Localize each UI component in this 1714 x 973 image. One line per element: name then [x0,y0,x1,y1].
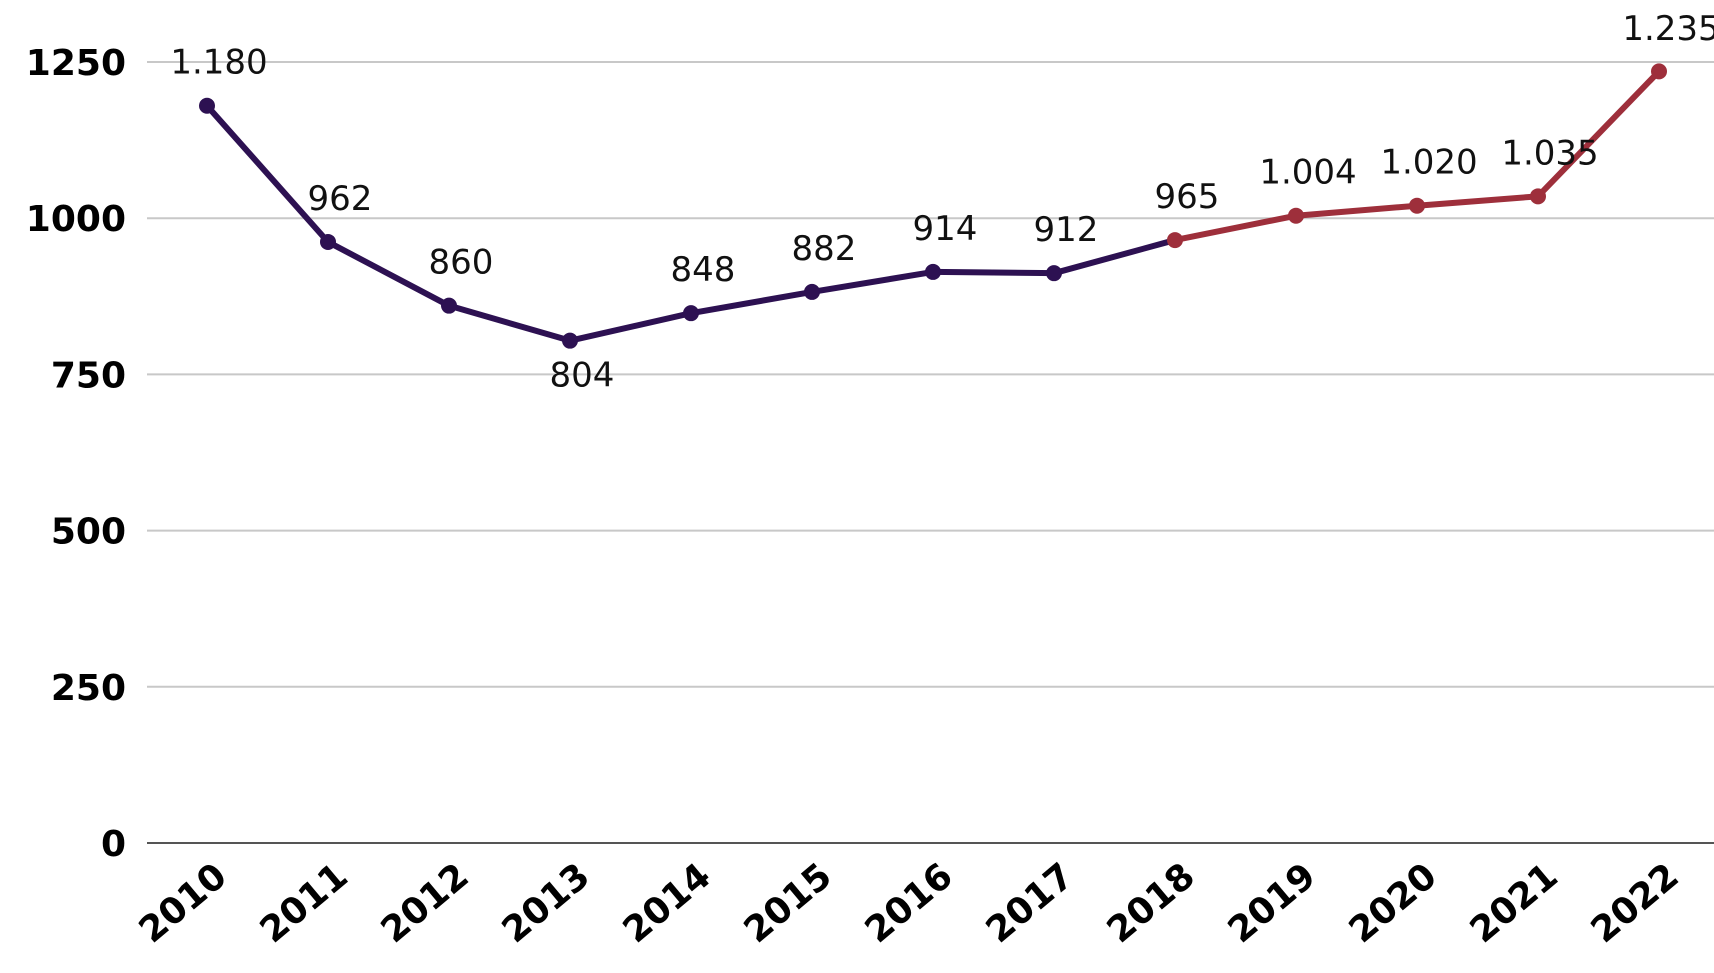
line-segment [325,238,452,309]
data-label: 1.035 [1501,133,1598,173]
data-label: 848 [671,250,736,290]
data-point [1409,197,1425,214]
x-tick-label: 2020 [1342,855,1445,951]
line-segment [809,268,936,295]
data-point [320,233,336,250]
y-tick-label: 250 [51,668,126,709]
data-point [1167,232,1183,249]
data-point [1530,188,1546,205]
data-label: 965 [1155,177,1220,217]
line-segment [1535,68,1662,200]
line-segment [688,288,815,317]
line-segment [1293,202,1420,219]
y-tick-label: 1000 [26,199,126,240]
data-point [683,305,699,322]
y-tick-label: 500 [51,512,126,553]
x-tick-label: 2014 [616,855,719,951]
line-segment [1172,212,1299,244]
line-segment [1051,237,1178,277]
x-tick-label: 2021 [1463,855,1566,951]
line-segment [446,302,573,344]
series-points [199,63,1667,349]
data-label: 882 [792,229,857,269]
line-segment [1414,193,1541,209]
data-point [1288,207,1304,224]
data-point [199,97,215,114]
x-tick-label: 2018 [1100,855,1203,951]
line-segment [204,102,331,245]
x-tick-label: 2019 [1221,855,1324,951]
data-label: 962 [308,179,373,219]
x-tick-label: 2013 [495,855,598,951]
x-tick-label: 2017 [979,855,1082,951]
data-point [562,332,578,349]
x-tick-label: 2012 [374,855,477,951]
y-tick-label: 1250 [26,43,126,84]
data-label: 1.235 [1622,9,1714,49]
line-segment [567,310,694,344]
data-label: 1.180 [170,43,267,83]
data-label: 912 [1034,210,1099,250]
x-tick-label: 2022 [1584,855,1687,951]
data-point [1046,265,1062,282]
data-point [441,297,457,314]
gridlines [147,61,1714,844]
data-point [925,263,941,280]
y-tick-label: 0 [101,824,126,865]
data-label: 1.004 [1259,153,1356,193]
x-axis-ticks: 2010 2011 2012 2013 2014 2015 2016 2017 2018 2019… [132,855,1687,951]
data-point [1651,63,1667,80]
x-tick-label: 2010 [132,855,235,951]
data-label: 1.020 [1380,143,1477,183]
data-label: 860 [429,243,494,283]
series-line [204,68,1662,344]
data-point [804,283,820,300]
x-tick-label: 2016 [858,855,961,951]
line-segment [930,268,1057,277]
y-axis-ticks: 0 250 500 750 1000 1250 [26,43,126,865]
data-labels: 1.180 962 860 804 848 882 914 912 965 1.004 1.020 1… [170,9,1714,396]
x-tick-label: 2011 [253,855,356,951]
x-tick-label: 2015 [737,855,840,951]
data-label: 804 [550,356,615,396]
y-tick-label: 750 [51,355,126,396]
data-label: 914 [913,209,978,249]
